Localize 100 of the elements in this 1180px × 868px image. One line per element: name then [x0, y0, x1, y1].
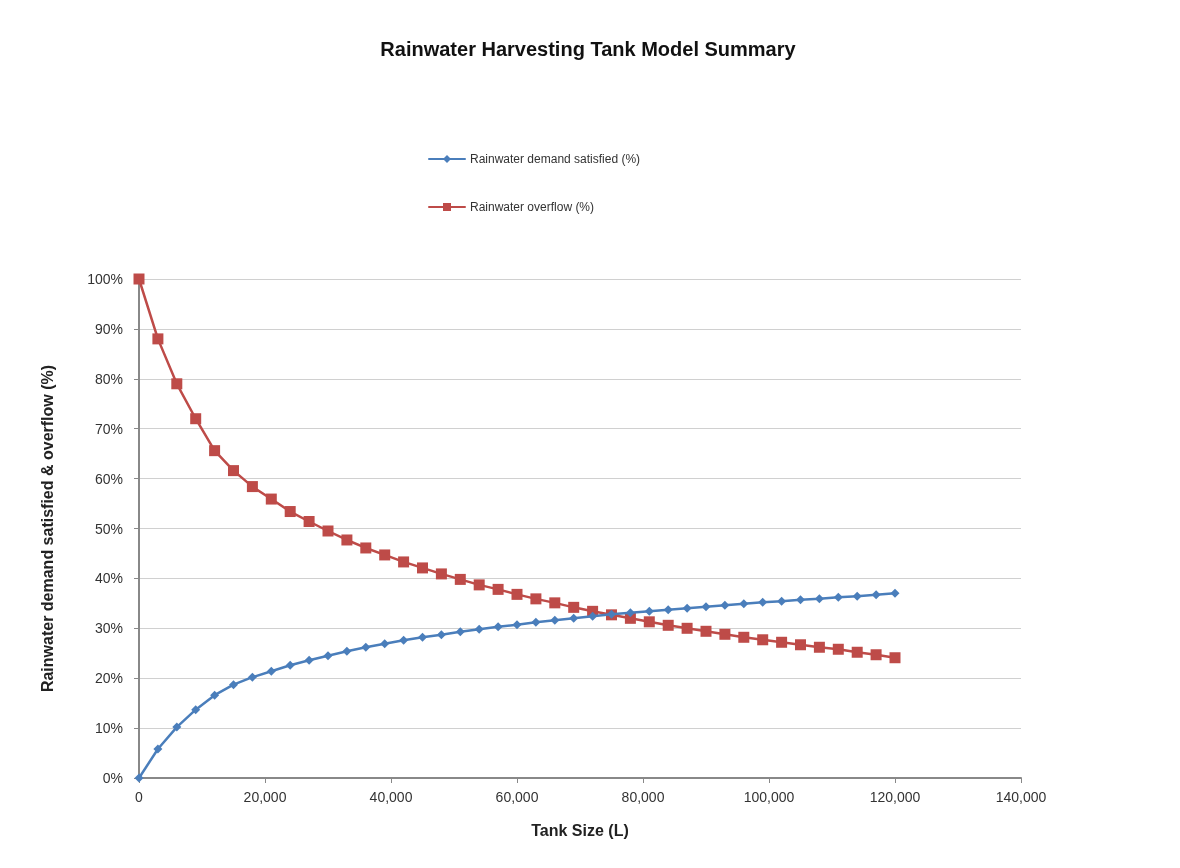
- point: [474, 624, 484, 634]
- point: [795, 639, 806, 651]
- point: [247, 672, 257, 682]
- point: [190, 413, 202, 425]
- y-tick-label: 100%: [87, 271, 123, 287]
- y-tick-label: 60%: [94, 470, 123, 487]
- point: [531, 617, 541, 627]
- point: [323, 651, 333, 661]
- point: [304, 655, 314, 665]
- point: [663, 605, 673, 615]
- y-tick-label: 0%: [102, 770, 123, 786]
- point: [550, 615, 560, 625]
- y-tick-label: 20%: [94, 670, 123, 687]
- point: [398, 556, 410, 568]
- point: [588, 611, 598, 621]
- point: [814, 594, 824, 604]
- point: [739, 599, 749, 609]
- point: [342, 646, 352, 656]
- x-tick-label: 80,000: [621, 789, 665, 805]
- point: [871, 590, 881, 600]
- point: [265, 493, 277, 505]
- point: [889, 652, 901, 664]
- point: [436, 630, 446, 640]
- point: [757, 634, 769, 646]
- x-tick-label: 140,000: [995, 789, 1047, 805]
- point: [720, 600, 730, 610]
- y-tick-label: 70%: [94, 420, 123, 437]
- point: [890, 588, 900, 598]
- point: [153, 744, 163, 754]
- point: [133, 273, 145, 285]
- x-tick-label: 0: [135, 789, 144, 805]
- point: [171, 378, 183, 390]
- x-tick-label: 60,000: [495, 789, 539, 805]
- point: [228, 465, 239, 477]
- point: [399, 635, 409, 645]
- point: [569, 613, 579, 623]
- point: [266, 666, 276, 676]
- y-tick-label: 10%: [94, 720, 123, 737]
- point: [758, 597, 768, 607]
- point: [246, 481, 258, 493]
- y-tick-label: 30%: [94, 620, 123, 637]
- x-tick-label: 100,000: [743, 789, 795, 805]
- point: [719, 628, 731, 640]
- point: [644, 606, 654, 616]
- point: [625, 608, 635, 618]
- point: [229, 680, 238, 690]
- y-tick-label: 40%: [94, 570, 123, 587]
- point: [643, 616, 655, 628]
- point: [379, 549, 391, 561]
- point: [568, 601, 580, 613]
- point: [682, 603, 692, 613]
- point: [152, 333, 164, 345]
- legend-label: Rainwater demand satisfied (%): [470, 152, 641, 166]
- point: [512, 620, 522, 630]
- x-tick-label: 40,000: [369, 789, 413, 805]
- point: [360, 542, 372, 554]
- point: [322, 525, 334, 537]
- x-axis-title: Tank Size (L): [531, 821, 629, 839]
- point: [209, 445, 221, 457]
- point: [303, 516, 315, 528]
- point: [700, 625, 712, 637]
- legend-label: Rainwater overflow (%): [470, 200, 595, 214]
- point: [796, 595, 805, 605]
- point: [776, 636, 788, 648]
- point: [435, 568, 447, 580]
- point: [380, 639, 390, 649]
- point: [210, 690, 220, 700]
- point: [662, 619, 674, 631]
- point: [870, 649, 882, 661]
- point: [511, 588, 523, 600]
- point: [852, 591, 862, 601]
- point: [701, 602, 711, 612]
- point: [813, 641, 825, 653]
- y-tick-label: 80%: [94, 370, 123, 387]
- point: [493, 622, 503, 632]
- point: [284, 506, 296, 518]
- point: [361, 642, 371, 652]
- point: [417, 562, 428, 574]
- chart-title: Rainwater Harvesting Tank Model Summary: [380, 38, 797, 60]
- x-tick-label: 20,000: [243, 789, 287, 805]
- point: [191, 705, 201, 715]
- point: [341, 534, 353, 546]
- point: [285, 660, 295, 670]
- point: [832, 643, 844, 655]
- point: [738, 631, 750, 643]
- point: [454, 573, 466, 585]
- point: [172, 722, 182, 732]
- point: [530, 593, 542, 605]
- point: [473, 579, 485, 591]
- point: [681, 622, 693, 634]
- point: [455, 627, 465, 637]
- point: [418, 632, 427, 642]
- point: [492, 583, 504, 595]
- y-tick-label: 90%: [94, 320, 123, 337]
- x-tick-label: 120,000: [869, 789, 921, 805]
- point: [833, 592, 843, 602]
- y-axis-title: Rainwater demand satisfied & overflow (%): [38, 364, 56, 693]
- point: [549, 597, 561, 609]
- point: [851, 646, 863, 658]
- point: [777, 596, 787, 606]
